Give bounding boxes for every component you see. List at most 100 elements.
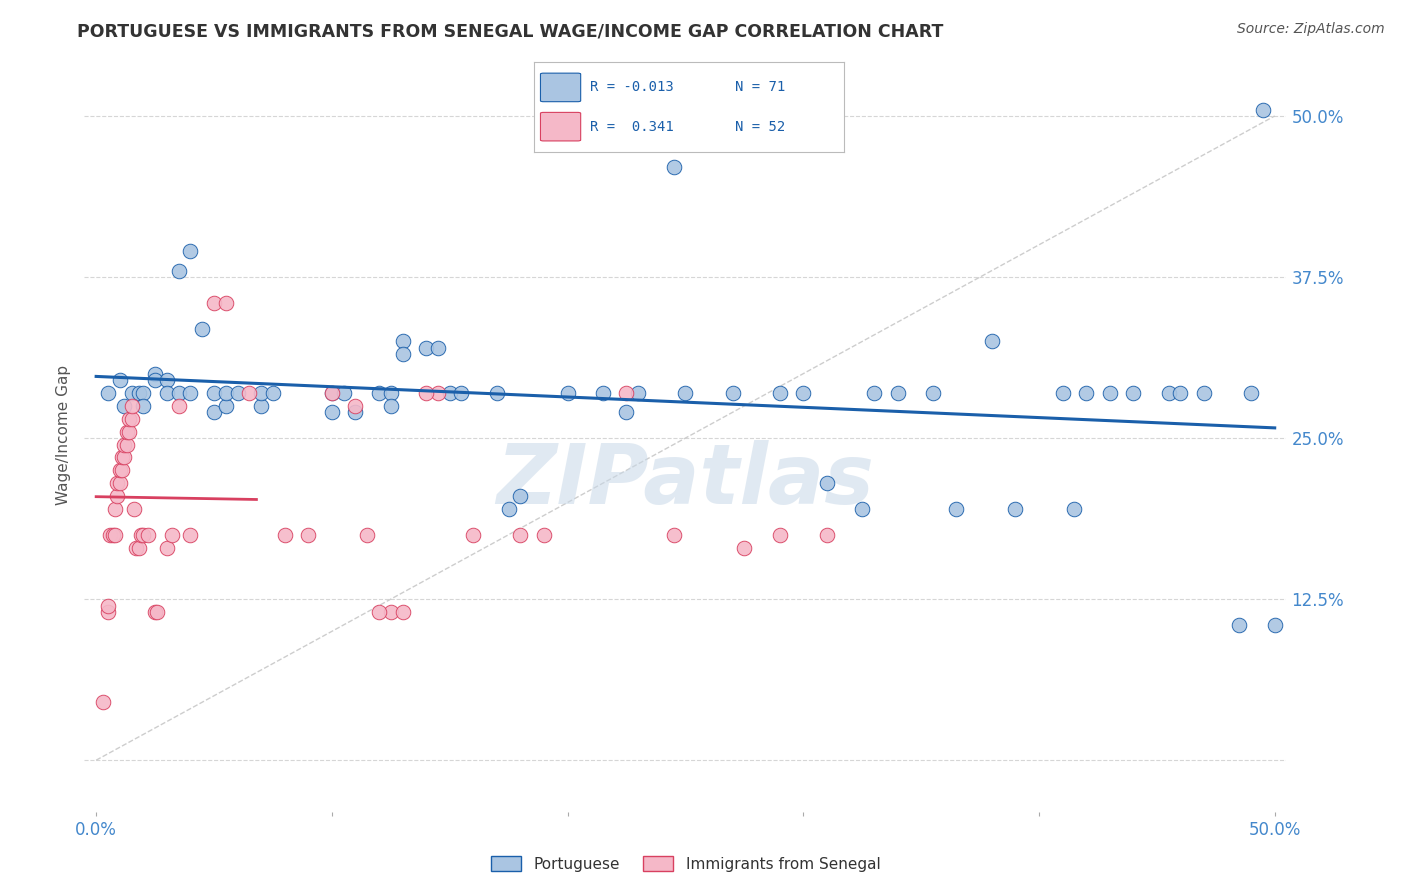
Point	[344, 405, 367, 419]
Point	[321, 386, 343, 401]
Point	[426, 386, 449, 401]
Point	[143, 367, 166, 381]
Point	[179, 386, 201, 401]
Point	[662, 161, 685, 175]
Point	[121, 399, 143, 413]
Point	[132, 399, 155, 413]
Point	[380, 399, 402, 413]
Point	[380, 605, 402, 619]
Point	[132, 386, 155, 401]
Point	[945, 502, 967, 516]
Text: N = 71: N = 71	[735, 80, 786, 95]
Point	[97, 386, 120, 401]
Point	[485, 386, 508, 401]
Point	[114, 450, 135, 465]
Point	[1264, 618, 1286, 632]
Point	[616, 405, 638, 419]
Point	[128, 541, 150, 555]
Point	[191, 321, 214, 335]
Point	[202, 386, 225, 401]
Point	[114, 437, 135, 451]
Point	[321, 386, 343, 401]
Text: N = 52: N = 52	[735, 120, 786, 134]
Y-axis label: Wage/Income Gap: Wage/Income Gap	[56, 365, 72, 505]
Point	[509, 489, 531, 503]
Point	[733, 541, 755, 555]
Point	[108, 476, 131, 491]
Point	[226, 386, 249, 401]
Point	[1157, 386, 1180, 401]
Point	[146, 605, 169, 619]
Point	[105, 489, 128, 503]
Point	[922, 386, 945, 401]
Point	[557, 386, 579, 401]
Point	[1240, 386, 1263, 401]
Point	[108, 463, 131, 477]
Point	[815, 476, 838, 491]
Text: Source: ZipAtlas.com: Source: ZipAtlas.com	[1237, 22, 1385, 37]
Point	[129, 527, 152, 541]
Point	[143, 605, 166, 619]
Point	[262, 386, 284, 401]
Point	[498, 502, 520, 516]
Point	[115, 437, 138, 451]
Point	[616, 386, 638, 401]
Point	[1052, 386, 1074, 401]
Text: PORTUGUESE VS IMMIGRANTS FROM SENEGAL WAGE/INCOME GAP CORRELATION CHART: PORTUGUESE VS IMMIGRANTS FROM SENEGAL WA…	[77, 22, 943, 40]
Point	[426, 341, 449, 355]
Point	[202, 405, 225, 419]
Text: ZIPatlas: ZIPatlas	[496, 440, 875, 521]
Point	[332, 386, 354, 401]
Point	[368, 605, 391, 619]
Point	[202, 295, 225, 310]
Point	[1227, 618, 1250, 632]
Point	[167, 263, 190, 277]
Point	[662, 527, 685, 541]
Point	[533, 527, 555, 541]
Point	[101, 527, 124, 541]
Point	[122, 502, 145, 516]
Point	[238, 386, 260, 401]
Point	[1192, 386, 1215, 401]
Point	[592, 386, 614, 401]
Point	[250, 386, 273, 401]
FancyBboxPatch shape	[540, 73, 581, 102]
Point	[104, 527, 127, 541]
Legend: Portuguese, Immigrants from Senegal: Portuguese, Immigrants from Senegal	[482, 848, 889, 880]
Point	[91, 695, 114, 709]
Point	[815, 527, 838, 541]
Point	[121, 411, 143, 425]
Point	[114, 399, 135, 413]
Point	[167, 399, 190, 413]
Point	[769, 527, 792, 541]
Point	[215, 399, 238, 413]
Point	[851, 502, 873, 516]
Point	[111, 450, 134, 465]
Point	[179, 527, 201, 541]
Point	[344, 399, 367, 413]
FancyBboxPatch shape	[540, 112, 581, 141]
Point	[391, 347, 413, 361]
Point	[1122, 386, 1144, 401]
Point	[356, 527, 378, 541]
Point	[1063, 502, 1085, 516]
Point	[1098, 386, 1121, 401]
Point	[167, 386, 190, 401]
Point	[321, 405, 343, 419]
Point	[179, 244, 201, 259]
Text: R =  0.341: R = 0.341	[591, 120, 673, 134]
Point	[156, 541, 179, 555]
Point	[380, 386, 402, 401]
Point	[160, 527, 183, 541]
Point	[463, 527, 485, 541]
Point	[450, 386, 472, 401]
Text: R = -0.013: R = -0.013	[591, 80, 673, 95]
Point	[132, 527, 155, 541]
Point	[98, 527, 121, 541]
Point	[297, 527, 319, 541]
Point	[769, 386, 792, 401]
Point	[121, 386, 143, 401]
Point	[104, 502, 127, 516]
Point	[118, 411, 141, 425]
Point	[143, 373, 166, 387]
